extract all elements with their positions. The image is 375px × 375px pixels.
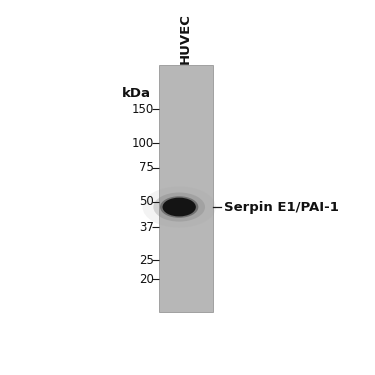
Text: kDa: kDa <box>122 87 151 100</box>
Text: 150: 150 <box>132 103 154 116</box>
Text: 37: 37 <box>139 221 154 234</box>
Text: 75: 75 <box>139 161 154 174</box>
Text: 20: 20 <box>139 273 154 286</box>
Text: HUVEC: HUVEC <box>179 13 192 64</box>
Ellipse shape <box>160 196 198 218</box>
Text: 100: 100 <box>132 137 154 150</box>
Ellipse shape <box>162 198 196 216</box>
Ellipse shape <box>142 186 216 228</box>
Text: 25: 25 <box>139 254 154 267</box>
Bar <box>159 65 213 312</box>
Text: Serpin E1/PAI-1: Serpin E1/PAI-1 <box>224 201 339 213</box>
Text: 50: 50 <box>139 195 154 208</box>
Ellipse shape <box>153 192 205 222</box>
